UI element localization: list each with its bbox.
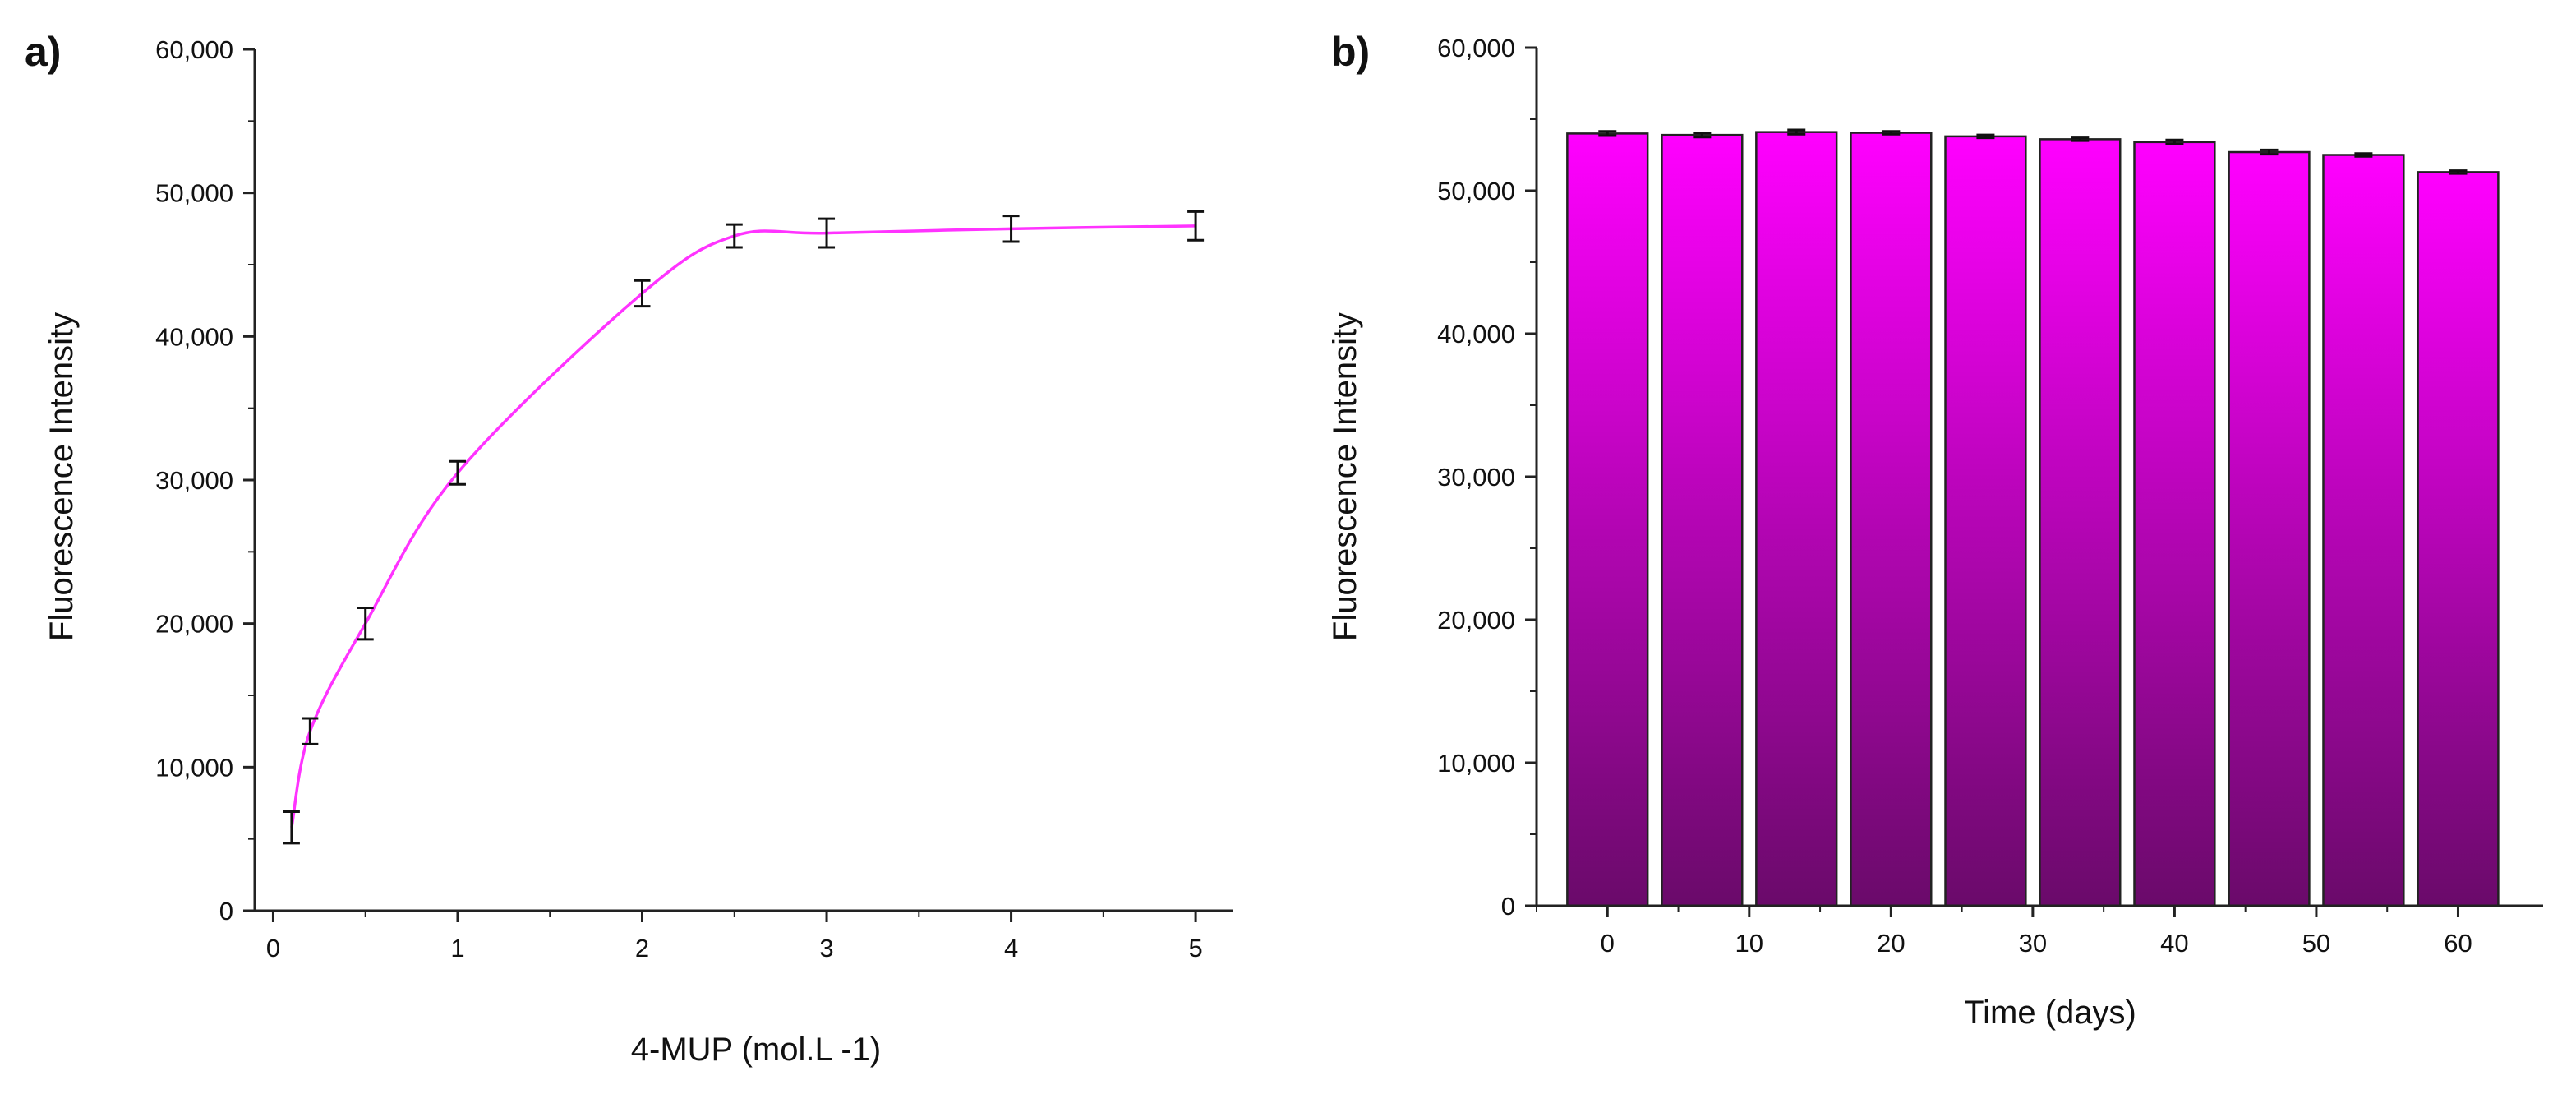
panel-b-xtick-label: 40 [2160,929,2188,958]
chart-panel-b: b) 0 10,000 20,000 30,000 40,000 50,000 60,000… [1327,29,2543,1031]
panel-a-xtick-label: 5 [1188,934,1202,962]
panel-a-ytick-label: 10,000 [155,753,233,782]
panel-a-series-line [290,224,1196,829]
panel-a-ytick-label: 0 [219,897,233,926]
panel-b-xtick-label: 50 [2302,929,2330,958]
panel-b-xtick-label: 60 [2444,929,2472,958]
panel-b-ytick-label: 10,000 [1437,749,1515,778]
panel-b-xtick-label: 30 [2019,929,2047,958]
panel-a-xtick-label: 1 [450,934,464,962]
panel-a-xlabel: 4-MUP (mol.L -1) [631,1032,882,1068]
panel-b-ytick-label: 20,000 [1437,606,1515,635]
panel-b-bar [1661,133,1744,907]
panel-b-xtick-label: 20 [1877,929,1905,958]
panel-a-ylabel: Fluorescence Intensity [44,312,80,641]
chart-panel-a: a) 0 10,000 20,000 30,000 40,000 50,000 60,000… [25,29,1233,1068]
panel-a-xtick-label: 4 [1004,934,1018,962]
panel-b-bar [1755,131,1838,907]
panel-a-ytick-label: 60,000 [155,35,233,64]
panel-a-xtick-label: 2 [635,934,649,962]
panel-b-bar [2133,141,2216,907]
panel-b-bar [2417,171,2500,907]
panel-a-ytick-label: 40,000 [155,322,233,351]
panel-b-bar [1566,132,1649,907]
panel-b-bar [2322,154,2405,907]
panel-b-xtick-label: 10 [1735,929,1763,958]
panel-b-ylabel: Fluorescence Intensity [1327,312,1363,641]
panel-a-plot: 0 10,000 20,000 30,000 40,000 50,000 60,000 0 1 2… [155,35,1233,962]
panel-b-xlabel: Time (days) [1964,995,2136,1031]
panel-b-ytick-label: 0 [1501,892,1515,921]
panel-a-xtick-label: 3 [819,934,833,962]
panel-b-label: b) [1331,29,1370,75]
panel-b-plot: 0 10,000 20,000 30,000 40,000 50,000 60,000 0 10… [1437,34,2543,958]
panel-b-bar [1944,135,2027,907]
panel-a-ytick-label: 30,000 [155,466,233,495]
panel-b-bar [1850,132,1933,907]
panel-a-label: a) [25,29,61,75]
panel-b-xtick-label: 0 [1601,929,1615,958]
panel-b-bar [2228,150,2311,907]
panel-b-bar [2039,138,2122,907]
panel-b-ytick-label: 30,000 [1437,463,1515,492]
panel-b-ytick-label: 50,000 [1437,177,1515,205]
panel-b-ytick-label: 40,000 [1437,320,1515,349]
panel-a-ytick-label: 50,000 [155,179,233,208]
panel-b-ytick-label: 60,000 [1437,34,1515,62]
panel-a-xtick-label: 0 [266,934,280,962]
panel-a-ytick-label: 20,000 [155,610,233,639]
